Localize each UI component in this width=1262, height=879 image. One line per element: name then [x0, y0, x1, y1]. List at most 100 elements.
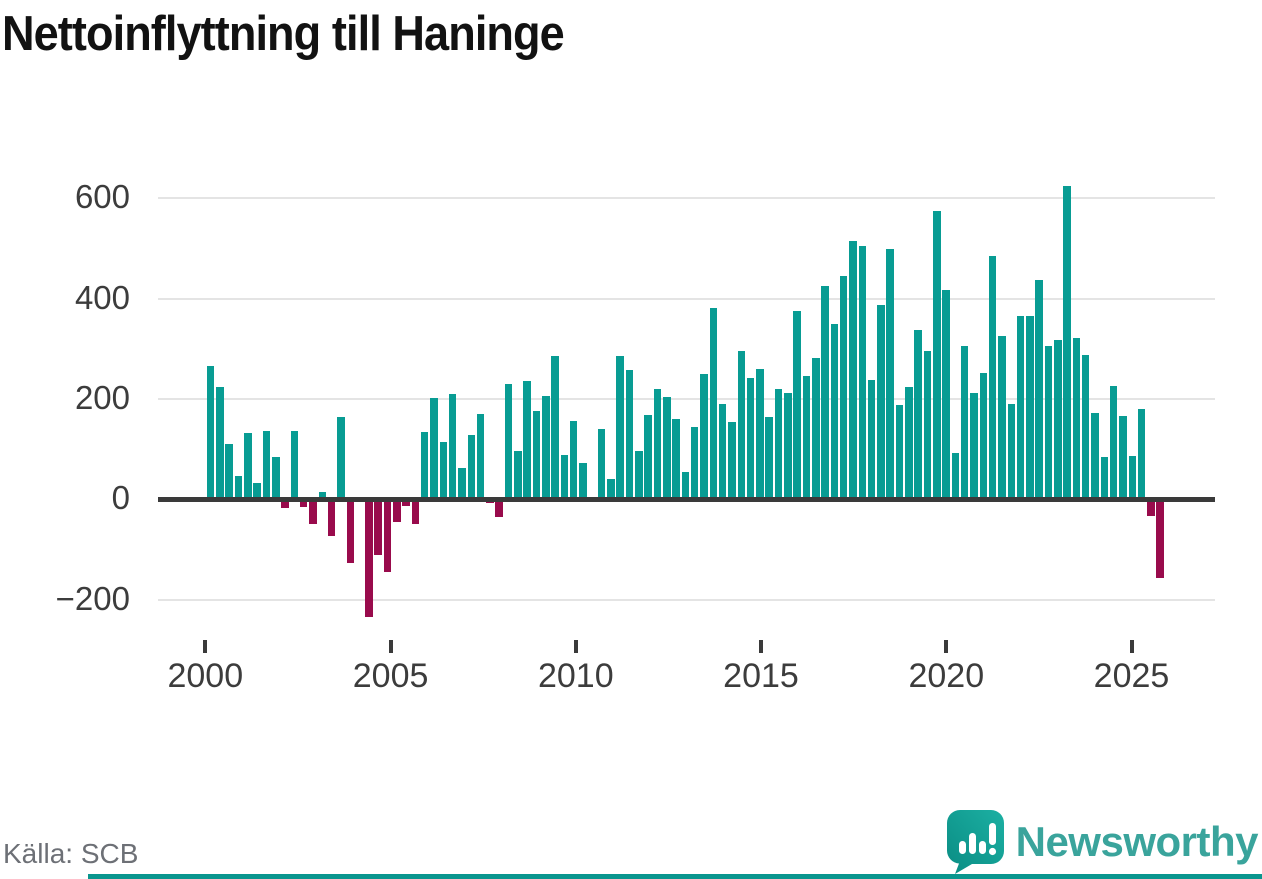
bar: [206, 366, 215, 500]
x-axis-tick-label: 2005: [352, 657, 429, 695]
x-axis-tick-label: 2000: [167, 657, 244, 695]
bar: [1016, 315, 1025, 500]
newsworthy-logo-icon: [946, 810, 1004, 874]
y-axis-tick-label: 400: [74, 278, 130, 316]
x-axis-tick-label: 2025: [1093, 657, 1170, 695]
bar: [700, 373, 708, 500]
bar: [653, 389, 662, 500]
bar: [383, 499, 392, 572]
bar: [728, 421, 736, 500]
bar: [253, 482, 261, 500]
x-axis-tick: [1129, 640, 1134, 653]
bar: [290, 431, 299, 500]
bar: [467, 435, 475, 500]
bar: [756, 369, 764, 500]
y-axis-tick-label: −200: [55, 579, 130, 617]
bar: [681, 472, 690, 500]
bar: [318, 491, 326, 500]
bar: [830, 323, 839, 500]
bar: [998, 335, 1006, 500]
bar: [244, 433, 252, 500]
bar: [923, 350, 932, 500]
bar: [765, 416, 773, 500]
bar: [737, 351, 745, 500]
bar: [1137, 408, 1146, 500]
bar: [1081, 355, 1090, 500]
gridline: [158, 197, 1215, 200]
bar: [718, 403, 727, 500]
bar: [560, 454, 569, 500]
bar: [849, 241, 857, 500]
bar: [476, 414, 485, 500]
bar: [542, 395, 550, 500]
bar: [793, 310, 801, 500]
bar: [262, 430, 271, 500]
bar: [1128, 455, 1136, 500]
bar: [234, 475, 243, 500]
source-label: Källa: SCB: [3, 838, 139, 869]
bar: [970, 393, 978, 500]
bar: [1007, 404, 1015, 500]
bar: [309, 499, 317, 524]
bar: [1072, 337, 1081, 500]
bar: [839, 276, 848, 500]
bar: [532, 410, 541, 500]
x-axis-tick-label: 2010: [537, 657, 614, 695]
bar: [774, 388, 783, 500]
gridline: [158, 297, 1215, 300]
x-axis-tick: [944, 640, 949, 653]
bar: [942, 290, 950, 500]
x-axis-tick: [759, 640, 763, 653]
bar: [374, 499, 382, 556]
bar: [1035, 279, 1043, 500]
bar: [1054, 340, 1062, 500]
bar: [337, 416, 345, 500]
bar: [420, 432, 429, 500]
bar: [393, 499, 401, 522]
gridline: [158, 598, 1215, 601]
bar: [272, 456, 280, 500]
bar: [1119, 415, 1127, 500]
bar: [625, 369, 634, 500]
newsworthy-logo: Newsworthy: [946, 810, 1259, 874]
bar: [495, 499, 503, 517]
bar: [365, 499, 373, 618]
bar: [858, 245, 866, 500]
bar: [644, 414, 652, 500]
y-axis-tick-label: 600: [74, 178, 130, 216]
bar: [1026, 316, 1034, 500]
newsworthy-wordmark: Newsworthy: [1015, 818, 1259, 865]
y-axis-tick-label: 200: [74, 379, 130, 416]
bar: [579, 462, 587, 500]
bar: [905, 386, 913, 500]
bar: [802, 376, 811, 500]
bar: [616, 356, 624, 500]
bar: [886, 248, 894, 500]
bar: [914, 329, 922, 500]
x-axis-tick-label: 2015: [723, 657, 799, 695]
y-axis-tick-label: 0: [111, 479, 130, 517]
bar: [867, 380, 876, 500]
bar: [569, 420, 578, 500]
x-axis-tick: [573, 640, 578, 653]
bar: [1100, 457, 1109, 500]
bar: [1147, 499, 1155, 516]
bar: [504, 383, 513, 500]
gridline: [158, 398, 1215, 400]
bar: [951, 452, 960, 500]
bar: [1109, 385, 1118, 500]
bar: [551, 356, 559, 500]
bar: [1091, 413, 1099, 500]
bar: [960, 345, 969, 500]
bar: [411, 499, 420, 524]
x-axis-tick-label: 2020: [908, 657, 985, 695]
bar: [709, 307, 717, 500]
x-axis-tick: [203, 640, 208, 653]
bar: [327, 499, 336, 537]
bar: [299, 499, 308, 508]
bar: [225, 444, 233, 500]
bar: [1156, 499, 1164, 578]
bar: [430, 397, 438, 500]
bar: [523, 380, 531, 500]
